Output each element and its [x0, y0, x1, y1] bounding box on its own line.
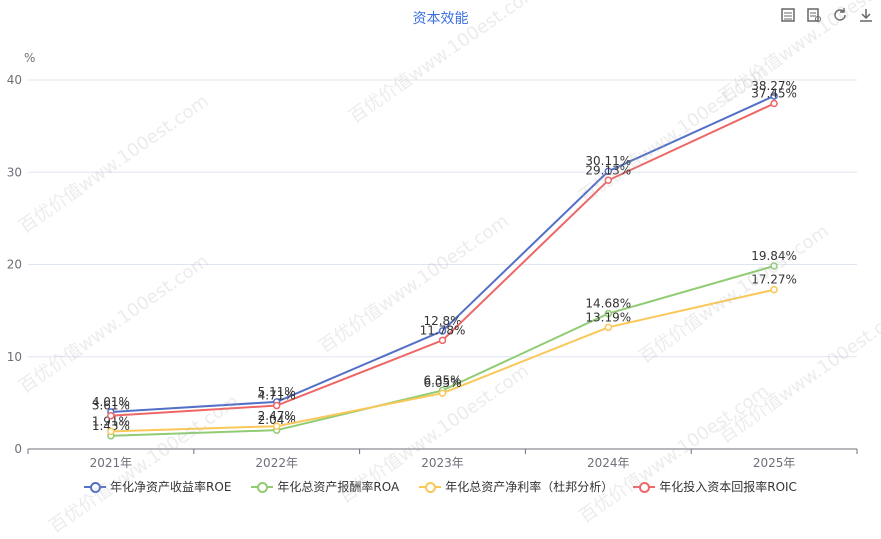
data-label: 6.35%	[423, 373, 461, 387]
data-point	[107, 411, 115, 420]
x-tick-label: 2023年	[421, 456, 464, 470]
legend-swatch	[633, 481, 656, 493]
data-point	[438, 327, 447, 335]
x-tick-label: 2022年	[255, 456, 298, 470]
legend-swatch	[84, 481, 107, 493]
data-label: 1.43%	[92, 419, 130, 433]
data-point	[604, 176, 613, 185]
y-axis-unit: %	[24, 51, 35, 65]
legend-item[interactable]: 年化总资产报酬率ROA	[251, 478, 399, 495]
refresh-icon[interactable]	[831, 6, 849, 24]
data-label: 29.13%	[585, 163, 631, 177]
y-tick-label: 40	[7, 73, 22, 87]
x-tick-label: 2025年	[753, 456, 796, 470]
data-point	[604, 323, 613, 332]
toolbox	[779, 6, 875, 24]
legend-label: 年化总资产报酬率ROA	[277, 480, 400, 494]
data-label: 13.19%	[585, 310, 631, 324]
data-point	[770, 285, 778, 294]
data-label: 37.45%	[751, 87, 797, 101]
x-tick-label: 2021年	[90, 456, 133, 470]
data-label: 6.05%	[423, 376, 461, 390]
data-view-icon[interactable]	[779, 6, 797, 24]
download-icon[interactable]	[857, 6, 875, 24]
data-label: 1.91%	[92, 414, 130, 428]
legend-item[interactable]: 年化净资产收益率ROE	[84, 478, 231, 495]
y-tick-label: 0	[14, 442, 22, 456]
legend-item[interactable]: 年化投入资本回报率ROIC	[633, 478, 797, 495]
legend-label: 年化总资产净利率（杜邦分析）	[445, 480, 614, 494]
data-point	[438, 389, 447, 397]
restore-icon[interactable]	[805, 6, 823, 24]
data-point	[604, 167, 613, 175]
y-tick-label: 20	[7, 258, 22, 272]
legend-swatch	[419, 481, 442, 493]
data-label: 11.78%	[420, 323, 466, 337]
legend-label: 年化净资产收益率ROE	[110, 480, 232, 494]
data-point	[770, 99, 778, 108]
chart-title: 资本效能	[412, 11, 469, 27]
data-point	[438, 336, 447, 345]
data-point	[272, 401, 281, 410]
data-label: 19.84%	[751, 249, 797, 263]
data-label: 12.8%	[423, 314, 461, 328]
data-label: 17.27%	[751, 273, 797, 287]
data-point	[770, 92, 778, 100]
legend-label: 年化投入资本回报率ROIC	[659, 480, 797, 494]
x-tick-label: 2024年	[587, 456, 630, 470]
line-chart: % 0 10 20 30 40 2021年 2022年 2023年 2024年 2025年 4.01%…	[7, 51, 858, 470]
series-line	[110, 102, 775, 417]
y-tick-label: 10	[7, 350, 22, 364]
data-label: 5.11%	[258, 385, 296, 399]
legend: 年化净资产收益率ROE 年化总资产报酬率ROA 年化总资产净利率（杜邦分析） 年化投入…	[0, 478, 881, 495]
data-point	[604, 309, 613, 318]
data-point	[272, 422, 281, 430]
y-tick-label: 30	[7, 165, 22, 179]
data-label: 14.68%	[585, 297, 631, 311]
data-label: 38.27%	[751, 79, 797, 93]
data-label: 3.61%	[92, 399, 130, 413]
data-label: 4.01%	[92, 395, 130, 409]
data-label: 2.47%	[258, 409, 296, 423]
data-point	[770, 262, 778, 270]
data-point	[107, 427, 115, 436]
data-label: 4.71%	[258, 389, 296, 403]
legend-swatch	[251, 481, 274, 493]
legend-item[interactable]: 年化总资产净利率（杜邦分析）	[419, 478, 613, 495]
series-line	[110, 95, 775, 414]
data-label: 30.11%	[585, 154, 631, 168]
